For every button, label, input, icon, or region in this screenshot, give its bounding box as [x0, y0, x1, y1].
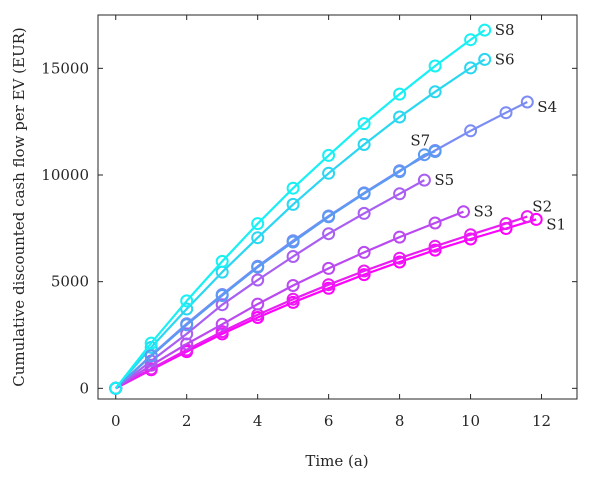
x-tick-label: 4 — [253, 412, 263, 430]
data-point — [357, 206, 371, 220]
data-point — [357, 268, 371, 282]
x-tick-label: 8 — [395, 412, 405, 430]
data-point — [393, 187, 407, 201]
data-point — [286, 181, 300, 195]
data-point — [357, 264, 371, 278]
data-point — [499, 217, 513, 231]
data-point — [180, 327, 194, 341]
data-point — [428, 239, 442, 253]
data-point — [109, 381, 123, 395]
data-point — [251, 260, 265, 274]
data-point — [215, 254, 229, 268]
x-tick-label: 10 — [461, 412, 480, 430]
data-point — [428, 243, 442, 257]
data-point — [286, 235, 300, 249]
y-tick-label: 15000 — [41, 59, 89, 77]
series-label-S1: S1 — [546, 215, 566, 233]
x-tick-label: 0 — [111, 412, 121, 430]
data-point — [357, 187, 371, 201]
data-point — [520, 95, 534, 109]
data-point — [393, 230, 407, 244]
data-point — [144, 349, 158, 363]
data-point — [393, 251, 407, 265]
y-tick-label: 10000 — [41, 166, 89, 184]
axis-ticks: 0 2 4 6 8 10 12 0 5000 10000 15000 — [41, 15, 577, 430]
data-point — [251, 273, 265, 287]
data-point — [322, 227, 336, 241]
data-point — [286, 250, 300, 263]
series-line-S1 — [115, 218, 537, 390]
data-point — [357, 245, 371, 259]
series-label-S5: S5 — [434, 171, 454, 189]
data-point — [286, 292, 300, 306]
x-tick-label: 12 — [532, 412, 551, 430]
data-point — [322, 261, 336, 275]
data-point — [322, 281, 336, 295]
data-point — [215, 317, 229, 331]
data-point — [393, 255, 407, 269]
data-point — [144, 336, 158, 350]
data-point — [322, 278, 336, 292]
data-point — [464, 33, 478, 47]
data-point — [215, 325, 229, 339]
data-point — [215, 289, 229, 302]
data-point — [428, 59, 442, 73]
data-point — [478, 52, 492, 66]
data-point — [251, 297, 265, 311]
y-tick-label: 5000 — [51, 273, 89, 291]
data-point — [286, 197, 300, 211]
data-point — [251, 217, 265, 231]
data-point — [215, 298, 229, 312]
series-S7 — [109, 145, 442, 395]
data-point — [529, 212, 543, 226]
data-point — [322, 166, 336, 180]
data-point — [357, 117, 371, 131]
plot-area — [97, 14, 578, 400]
data-point — [393, 87, 407, 101]
data-point — [286, 279, 300, 292]
series-line-S5 — [115, 179, 425, 390]
series-label-S8: S8 — [495, 21, 515, 39]
x-tick-label: 2 — [182, 412, 192, 430]
data-point — [357, 138, 371, 151]
series-line-S7 — [114, 150, 436, 390]
series-label-S2: S2 — [532, 198, 552, 216]
data-point — [457, 205, 470, 219]
data-point — [464, 228, 478, 242]
data-point — [180, 318, 194, 332]
data-point — [464, 124, 478, 138]
data-point — [464, 61, 478, 75]
series-label-S3: S3 — [474, 203, 494, 221]
data-point — [464, 232, 478, 246]
data-point — [428, 216, 442, 230]
data-point — [428, 145, 442, 158]
data-point — [322, 148, 336, 162]
data-point — [393, 165, 407, 179]
series-line-S6 — [114, 58, 486, 390]
series-label-S6: S6 — [495, 50, 515, 68]
data-point — [322, 210, 336, 224]
data-point — [251, 231, 265, 245]
y-axis-label: Cumulative discounted cash flow per EV (… — [10, 27, 28, 387]
data-point — [478, 23, 492, 37]
y-tick-label: 0 — [79, 379, 89, 397]
data-point — [520, 210, 534, 224]
data-point — [499, 106, 513, 120]
data-point — [417, 173, 431, 187]
data-point — [393, 110, 407, 124]
series-label-S4: S4 — [537, 98, 557, 116]
data-point — [428, 85, 442, 99]
series-line-S3 — [115, 210, 464, 390]
data-point — [180, 294, 194, 308]
x-tick-label: 6 — [324, 412, 334, 430]
series-layer — [109, 23, 543, 395]
series-S8 — [109, 23, 492, 395]
series-label-S7: S7 — [410, 132, 430, 150]
x-axis-label: Time (a) — [305, 452, 368, 470]
series-line-S8 — [114, 29, 486, 389]
